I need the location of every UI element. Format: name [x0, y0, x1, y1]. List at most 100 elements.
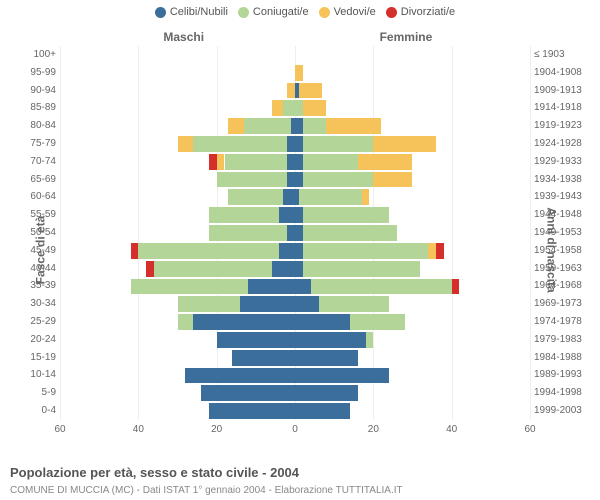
bar-segment-female [295, 154, 303, 170]
age-label: 20-24 [8, 334, 56, 345]
bar-segment-male [146, 261, 154, 277]
bar-segment-male [178, 136, 194, 152]
bar-segment-male [272, 100, 284, 116]
birth-year-label: 1909-1913 [534, 85, 594, 96]
age-row [60, 349, 530, 367]
age-row [60, 117, 530, 135]
bar-segment-female [428, 243, 436, 259]
bar-segment-male [287, 136, 295, 152]
bar-segment-male [209, 225, 287, 241]
age-label: 45-49 [8, 245, 56, 256]
x-tick-label: 0 [292, 424, 298, 435]
bar-segment-female [303, 225, 397, 241]
bar-segment-female [295, 207, 303, 223]
gender-female-label: Femmine [380, 30, 433, 44]
birth-year-label: 1939-1943 [534, 191, 594, 202]
bar-segment-male [209, 207, 280, 223]
birth-year-label: 1984-1988 [534, 352, 594, 363]
bar-segment-female [358, 154, 413, 170]
bar-segment-female [373, 172, 412, 188]
bar-segment-male [209, 403, 295, 419]
bar-segment-female [295, 225, 303, 241]
bar-segment-female [295, 243, 303, 259]
bar-segment-male [287, 154, 295, 170]
age-row [60, 224, 530, 242]
bar-segment-female [303, 172, 374, 188]
bar-segment-male [138, 243, 279, 259]
birth-year-label: ≤ 1903 [534, 49, 594, 60]
bar-segment-male [279, 243, 295, 259]
bar-segment-male [283, 100, 295, 116]
birth-year-label: 1979-1983 [534, 334, 594, 345]
bar-segment-male [131, 279, 249, 295]
age-row [60, 171, 530, 189]
age-row [60, 402, 530, 420]
bar-segment-male [193, 136, 287, 152]
age-label: 35-39 [8, 280, 56, 291]
age-label: 0-4 [8, 405, 56, 416]
legend: Celibi/NubiliConiugati/eVedovi/eDivorzia… [0, 6, 600, 18]
legend-label: Celibi/Nubili [170, 6, 228, 18]
bar-segment-male [248, 279, 295, 295]
age-row [60, 278, 530, 296]
bar-segment-female [326, 118, 381, 134]
age-label: 95-99 [8, 67, 56, 78]
age-row [60, 260, 530, 278]
bar-segment-female [295, 65, 303, 81]
age-label: 70-74 [8, 156, 56, 167]
bar-segment-female [311, 279, 452, 295]
age-row [60, 313, 530, 331]
bar-segment-male [287, 225, 295, 241]
legend-swatch [155, 7, 166, 18]
bar-segment-male [185, 368, 295, 384]
gender-male-label: Maschi [163, 30, 204, 44]
birth-year-label: 1994-1998 [534, 387, 594, 398]
age-label: 90-94 [8, 85, 56, 96]
bar-segment-female [303, 100, 327, 116]
x-tick-label: 40 [446, 424, 457, 435]
age-row [60, 46, 530, 64]
bar-segment-female [366, 332, 374, 348]
age-label: 80-84 [8, 120, 56, 131]
age-label: 60-64 [8, 191, 56, 202]
bar-segment-female [295, 279, 311, 295]
bar-segment-female [452, 279, 460, 295]
bar-segment-male [178, 314, 194, 330]
birth-year-label: 1929-1933 [534, 156, 594, 167]
birth-year-label: 1919-1923 [534, 120, 594, 131]
birth-year-label: 1949-1953 [534, 227, 594, 238]
legend-swatch [319, 7, 330, 18]
age-row [60, 331, 530, 349]
birth-year-label: 1959-1963 [534, 263, 594, 274]
birth-year-label: 1944-1948 [534, 209, 594, 220]
age-row [60, 242, 530, 260]
age-row [60, 99, 530, 117]
age-row [60, 384, 530, 402]
bar-segment-male [225, 154, 288, 170]
legend-label: Vedovi/e [334, 6, 376, 18]
bar-segment-male [131, 243, 139, 259]
birth-year-label: 1904-1908 [534, 67, 594, 78]
bar-segment-female [303, 154, 358, 170]
age-label: 40-44 [8, 263, 56, 274]
bar-segment-male [217, 332, 295, 348]
age-label: 100+ [8, 49, 56, 60]
bar-segment-female [295, 368, 389, 384]
age-label: 25-29 [8, 316, 56, 327]
bar-segment-male [201, 385, 295, 401]
bar-segment-female [362, 189, 370, 205]
age-row [60, 295, 530, 313]
bar-segment-female [303, 243, 428, 259]
x-tick-label: 20 [211, 424, 222, 435]
bar-segment-female [303, 207, 389, 223]
bar-segment-male [178, 296, 241, 312]
bar-segment-male [228, 118, 244, 134]
birth-year-label: 1989-1993 [534, 369, 594, 380]
bar-segment-male [279, 207, 295, 223]
gridline [530, 46, 531, 420]
bar-segment-male [240, 296, 295, 312]
birth-year-label: 1964-1968 [534, 280, 594, 291]
age-label: 65-69 [8, 174, 56, 185]
birth-year-label: 1999-2003 [534, 405, 594, 416]
bar-segment-female [373, 136, 436, 152]
